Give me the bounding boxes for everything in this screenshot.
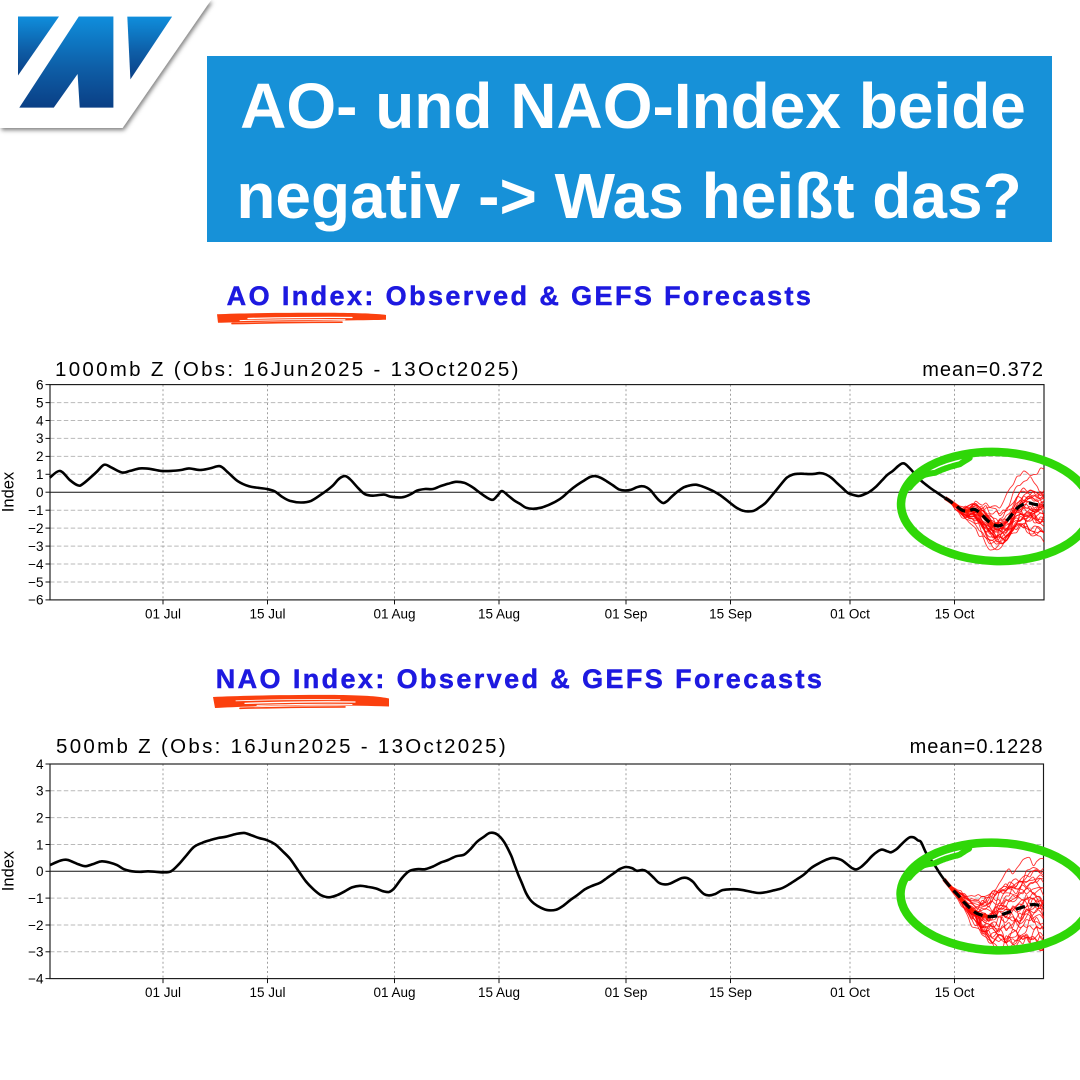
svg-text:mean=0.1228: mean=0.1228	[910, 736, 1044, 758]
svg-text:15 Sep: 15 Sep	[709, 985, 752, 1000]
svg-text:4: 4	[36, 757, 44, 772]
svg-text:3: 3	[36, 784, 44, 799]
svg-text:3: 3	[36, 431, 44, 446]
svg-text:−2: −2	[28, 918, 43, 933]
svg-text:15 Sep: 15 Sep	[709, 606, 752, 621]
svg-text:AO- und NAO-Index beide: AO- und NAO-Index beide	[240, 70, 1026, 142]
svg-text:−6: −6	[28, 593, 43, 608]
svg-text:15 Aug: 15 Aug	[478, 985, 520, 1000]
svg-text:2: 2	[36, 810, 44, 825]
svg-text:0: 0	[36, 864, 44, 879]
svg-text:2: 2	[36, 449, 44, 464]
svg-text:mean=0.372: mean=0.372	[922, 359, 1044, 381]
svg-text:−4: −4	[28, 971, 44, 986]
svg-text:15 Aug: 15 Aug	[478, 606, 520, 621]
svg-text:−1: −1	[28, 503, 43, 518]
svg-text:01 Aug: 01 Aug	[373, 606, 415, 621]
svg-text:01 Jul: 01 Jul	[145, 606, 181, 621]
svg-text:−3: −3	[28, 945, 43, 960]
svg-text:15 Jul: 15 Jul	[249, 606, 285, 621]
svg-text:01 Oct: 01 Oct	[830, 985, 870, 1000]
svg-text:01 Oct: 01 Oct	[830, 606, 870, 621]
svg-text:−5: −5	[28, 575, 43, 590]
svg-text:−2: −2	[28, 521, 43, 536]
svg-text:−1: −1	[28, 891, 43, 906]
svg-text:01 Jul: 01 Jul	[145, 985, 181, 1000]
svg-text:Index: Index	[0, 850, 18, 891]
svg-text:15 Oct: 15 Oct	[935, 985, 975, 1000]
svg-text:negativ -> Was heißt das?: negativ -> Was heißt das?	[236, 160, 1021, 232]
svg-text:Index: Index	[0, 471, 18, 512]
svg-text:AO Index: Observed & GEFS Fore: AO Index: Observed & GEFS Forecasts	[227, 281, 814, 311]
svg-text:−3: −3	[28, 539, 43, 554]
svg-text:01 Sep: 01 Sep	[605, 985, 648, 1000]
svg-text:1: 1	[36, 837, 44, 852]
svg-text:NAO Index: Observed & GEFS For: NAO Index: Observed & GEFS Forecasts	[216, 664, 825, 694]
svg-text:01 Sep: 01 Sep	[605, 606, 648, 621]
svg-text:4: 4	[36, 413, 44, 428]
svg-text:6: 6	[36, 377, 44, 392]
svg-text:−4: −4	[28, 557, 44, 572]
svg-text:5: 5	[36, 395, 44, 410]
svg-text:500mb Z (Obs: 16Jun2025 - 13Oc: 500mb Z (Obs: 16Jun2025 - 13Oct2025)	[56, 735, 508, 758]
svg-text:15 Oct: 15 Oct	[935, 606, 975, 621]
svg-text:1000mb Z (Obs: 16Jun2025 - 13O: 1000mb Z (Obs: 16Jun2025 - 13Oct2025)	[55, 358, 521, 381]
svg-text:0: 0	[36, 485, 44, 500]
svg-text:15 Jul: 15 Jul	[249, 985, 285, 1000]
svg-text:01 Aug: 01 Aug	[373, 985, 415, 1000]
svg-text:1: 1	[36, 467, 44, 482]
